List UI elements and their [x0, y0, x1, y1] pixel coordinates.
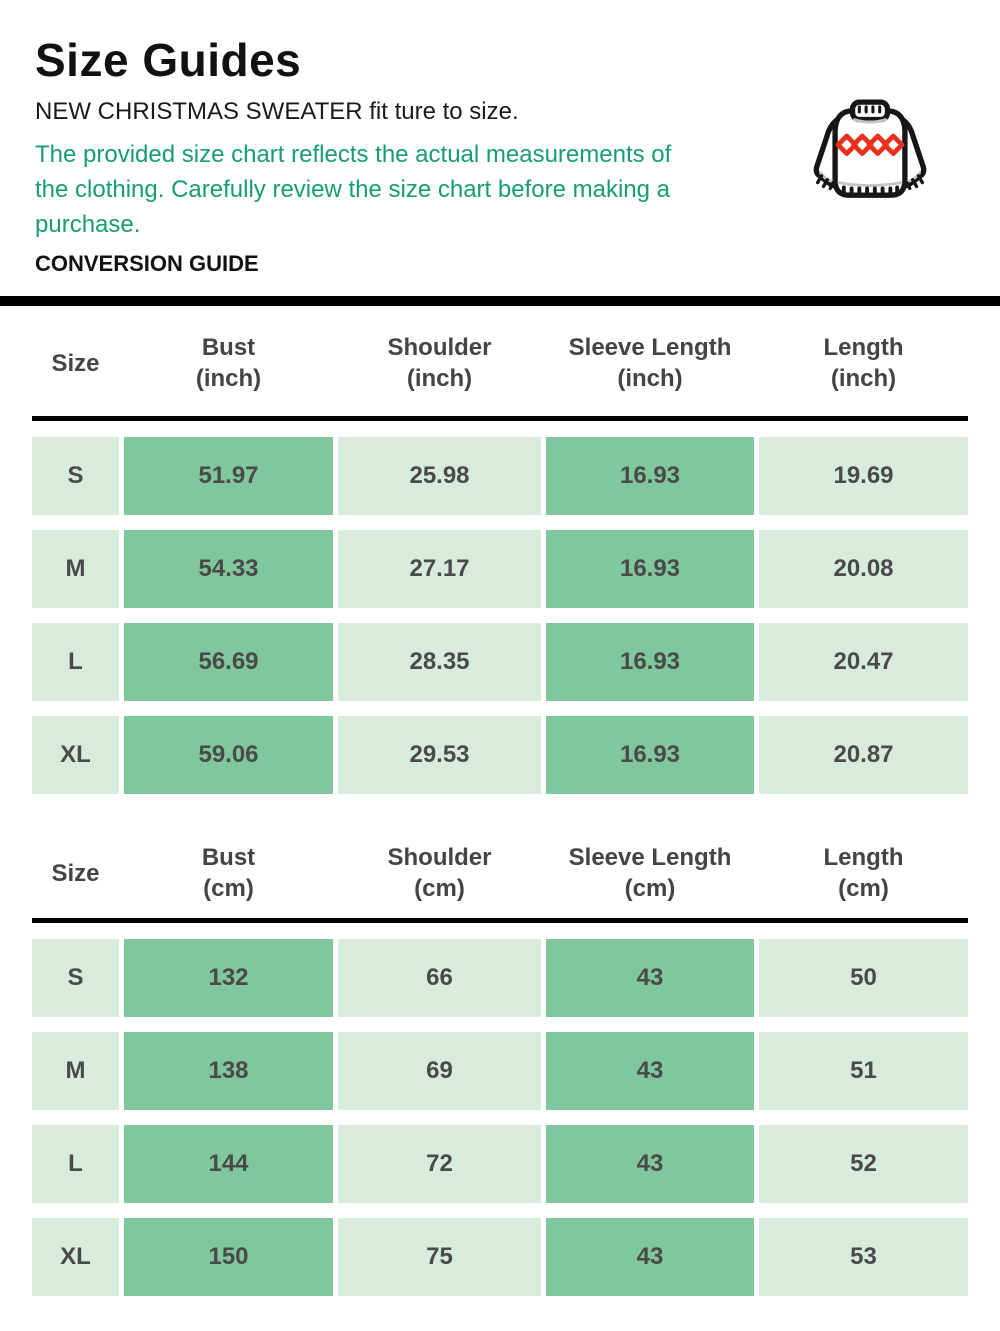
table-row-s: S 132 66 43 50	[32, 939, 968, 1018]
bust-cell: 56.69	[124, 623, 333, 702]
shoulder-cell: 66	[338, 939, 541, 1018]
size-chart-description: The provided size chart reflects the act…	[35, 141, 672, 239]
length-cell: 52	[759, 1125, 968, 1204]
sleeve-length-cell: 43	[546, 1032, 754, 1111]
column-header-bust: Bust (inch)	[195, 334, 262, 393]
column-header-sleeve-length: Sleeve Length (cm)	[568, 844, 732, 903]
page-title: Size Guides	[35, 34, 302, 86]
bust-cell: 138	[124, 1032, 333, 1111]
shoulder-cell: 29.53	[338, 716, 541, 795]
table-row-xl: XL 150 75 43 53	[32, 1218, 968, 1297]
shoulder-cell: 28.35	[338, 623, 541, 702]
table-row-l: L 56.69 28.35 16.93 20.47	[32, 623, 968, 702]
sleeve-length-cell: 16.93	[546, 530, 754, 609]
shoulder-cell: 25.98	[338, 437, 541, 516]
size-cell: S	[32, 437, 119, 516]
shoulder-cell: 69	[338, 1032, 541, 1111]
column-header-size: Size	[51, 859, 100, 887]
length-cell: 20.08	[759, 530, 968, 609]
column-header-shoulder: Shoulder (inch)	[387, 334, 492, 393]
sleeve-length-cell: 43	[546, 1125, 754, 1204]
table-row-s: S 51.97 25.98 16.93 19.69	[32, 437, 968, 516]
length-cell: 19.69	[759, 437, 968, 516]
conversion-guide-label: CONVERSION GUIDE	[35, 251, 259, 277]
column-header-length: Length (cm)	[823, 844, 904, 903]
sleeve-length-cell: 43	[546, 939, 754, 1018]
table-row-l: L 144 72 43 52	[32, 1125, 968, 1204]
size-cell: L	[32, 623, 119, 702]
table-row-xl: XL 59.06 29.53 16.93 20.87	[32, 716, 968, 795]
size-cell: S	[32, 939, 119, 1018]
size-cell: M	[32, 530, 119, 609]
table-header-row-cm: Size Bust (cm) Shoulder (cm) Sleeve Leng…	[32, 832, 968, 924]
column-header-sleeve-length: Sleeve Length (inch)	[568, 334, 732, 393]
table-body-inch: S 51.97 25.98 16.93 19.69 M 54.33 27.17 …	[32, 421, 968, 795]
table-row-m: M 54.33 27.17 16.93 20.08	[32, 530, 968, 609]
sleeve-length-cell: 16.93	[546, 437, 754, 516]
column-header-shoulder: Shoulder (cm)	[387, 844, 492, 903]
top-divider-bar	[0, 296, 1000, 307]
sleeve-length-cell: 16.93	[546, 716, 754, 795]
bust-cell: 54.33	[124, 530, 333, 609]
bust-cell: 150	[124, 1218, 333, 1297]
size-cell: M	[32, 1032, 119, 1111]
table-header-row-inch: Size Bust (inch) Shoulder (inch) Sleeve …	[32, 306, 968, 422]
bust-cell: 144	[124, 1125, 333, 1204]
length-cell: 20.87	[759, 716, 968, 795]
length-cell: 50	[759, 939, 968, 1018]
size-cell: XL	[32, 1218, 119, 1297]
column-header-length: Length (inch)	[823, 334, 904, 393]
column-header-bust: Bust (cm)	[201, 844, 256, 903]
shoulder-cell: 27.17	[338, 530, 541, 609]
bust-cell: 59.06	[124, 716, 333, 795]
length-cell: 53	[759, 1218, 968, 1297]
table-row-m: M 138 69 43 51	[32, 1032, 968, 1111]
sleeve-length-cell: 43	[546, 1218, 754, 1297]
length-cell: 20.47	[759, 623, 968, 702]
shoulder-cell: 72	[338, 1125, 541, 1204]
table-body-cm: S 132 66 43 50 M 138 69 43 51 L 144 72 4…	[32, 923, 968, 1297]
bust-cell: 51.97	[124, 437, 333, 516]
bust-cell: 132	[124, 939, 333, 1018]
size-cell: L	[32, 1125, 119, 1204]
sleeve-length-cell: 16.93	[546, 623, 754, 702]
size-table-inch: Size Bust (inch) Shoulder (inch) Sleeve …	[32, 306, 968, 1297]
christmas-sweater-icon	[813, 99, 927, 198]
page-header: Size Guides NEW CHRISTMAS SWEATER fit tu…	[0, 0, 1000, 277]
column-header-size: Size	[51, 349, 100, 377]
length-cell: 51	[759, 1032, 968, 1111]
shoulder-cell: 75	[338, 1218, 541, 1297]
fit-note: NEW CHRISTMAS SWEATER fit ture to size.	[35, 98, 519, 126]
size-cell: XL	[32, 716, 119, 795]
